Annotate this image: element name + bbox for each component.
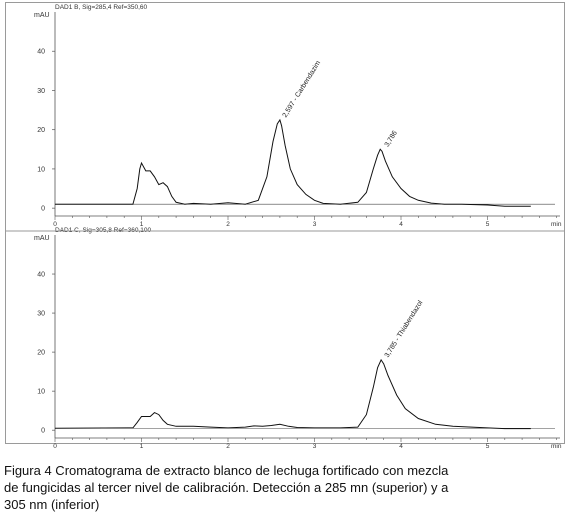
bottom-x-tick-label: 3: [313, 443, 317, 450]
caption-line-3: 305 nm (inferior): [4, 497, 100, 512]
figure-frame: [5, 2, 565, 444]
top-y-tick-label: 40: [37, 49, 45, 56]
bottom-y-tick-label: 40: [37, 272, 45, 279]
top-x-tick-label: 5: [486, 221, 490, 228]
bottom-y-tick-label: 30: [37, 311, 45, 318]
bottom-y-tick-label: 10: [37, 389, 45, 396]
top-x-tick-label: 3: [313, 221, 317, 228]
bottom-peak-label: 3,785 - Thiabendazol: [384, 299, 425, 359]
top-panel-title: DAD1 B, Sig=285,4 Ref=350,60: [55, 4, 148, 11]
bottom-x-tick-label: 1: [140, 443, 144, 450]
bottom-x-tick-label: 0: [53, 443, 57, 450]
top-x-tick-label: 1: [140, 221, 144, 228]
bottom-x-tick-label: 5: [486, 443, 490, 450]
figure-caption: Figura 4 Cromatograma de extracto blanco…: [4, 462, 564, 513]
top-y-tick-label: 30: [37, 88, 45, 95]
top-series-line: [55, 118, 531, 207]
top-y-tick-label: 20: [37, 127, 45, 134]
caption-line-1: Figura 4 Cromatograma de extracto blanco…: [4, 463, 449, 478]
top-peak-label: 3,786: [384, 130, 399, 149]
bottom-series-line: [54, 358, 531, 430]
top-peak-label: 2,597 - Carbendazim: [282, 60, 323, 119]
bottom-x-tick-label: 4: [399, 443, 403, 450]
top-y-tick-label: 0: [41, 206, 45, 213]
bottom-y-axis-label: mAU: [34, 235, 50, 242]
bottom-x-tick-label: 2: [226, 443, 230, 450]
bottom-y-tick-label: 0: [41, 428, 45, 435]
top-x-tick-label: 0: [53, 221, 57, 228]
top-x-tick-label: 2: [226, 221, 230, 228]
top-y-tick-label: 10: [37, 166, 45, 173]
top-y-axis-label: mAU: [34, 12, 50, 19]
bottom-x-axis-label: min: [551, 443, 562, 450]
top-x-tick-label: 4: [399, 221, 403, 228]
top-x-axis-label: min: [551, 221, 562, 228]
caption-line-2: de fungicidas al tercer nivel de calibra…: [4, 480, 449, 495]
bottom-y-tick-label: 20: [37, 350, 45, 357]
